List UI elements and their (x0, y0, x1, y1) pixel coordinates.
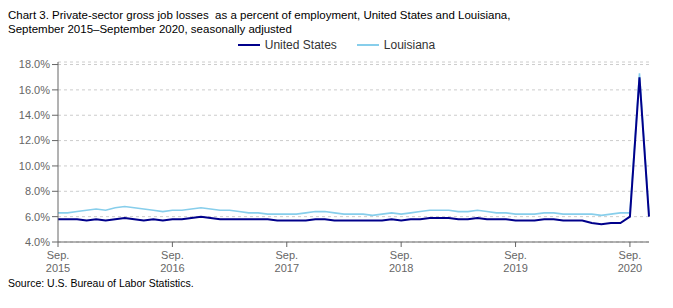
svg-text:6.0%: 6.0% (25, 211, 50, 223)
svg-text:10.0%: 10.0% (19, 160, 50, 172)
html-text:United States: United States (264, 38, 337, 52)
svg-text:4.0%: 4.0% (25, 236, 50, 248)
svg-text:Sep.2015: Sep.2015 (46, 249, 70, 274)
html-text:September 2015–September 2020,: September 2015–September 2020, seasonall… (8, 23, 292, 35)
svg-text:14.0%: 14.0% (19, 109, 50, 121)
svg-text:Sep.2018: Sep.2018 (389, 249, 413, 274)
html-text:Chart 3. Private-sector gross: Chart 3. Private-sector gross job losses… (8, 9, 511, 21)
svg-text:Sep.2020: Sep.2020 (618, 249, 642, 274)
svg-text:12.0%: 12.0% (19, 134, 50, 146)
svg-text:16.0%: 16.0% (19, 84, 50, 96)
svg-text:Sep.2019: Sep.2019 (503, 249, 527, 274)
svg-text:Sep.2017: Sep.2017 (275, 249, 299, 274)
html-text:Louisiana: Louisiana (383, 38, 436, 52)
svg-text:8.0%: 8.0% (25, 185, 50, 197)
svg-text:Sep.2016: Sep.2016 (160, 249, 184, 274)
svg-text:18.0%: 18.0% (19, 58, 50, 70)
html-text:Source: U.S. Bureau of Labor S: Source: U.S. Bureau of Labor Statistics. (8, 277, 194, 289)
